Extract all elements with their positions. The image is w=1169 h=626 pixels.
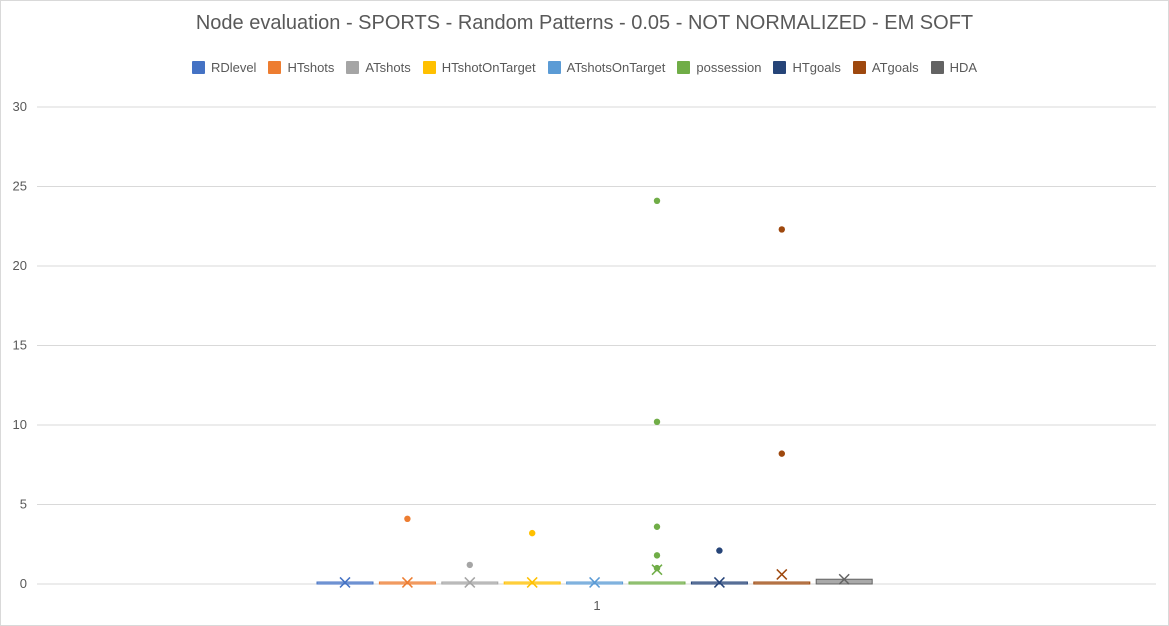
legend-label: HTshots [287,60,335,75]
mean-marker [526,576,538,588]
y-tick-label: 5 [20,497,27,512]
outlier-point [404,515,411,523]
outlier-point [653,418,661,426]
outlier-point [778,450,785,457]
outlier-point [653,552,661,559]
legend-swatch [191,61,205,74]
x-tick-label: 1 [593,598,600,613]
legend-item-htgoals: HTgoals [773,60,841,75]
legend-label: RDlevel [210,60,257,75]
outlier-point [529,529,536,537]
outlier-point [778,226,785,233]
y-tick-label: 10 [13,417,27,432]
legend-item-htshotontarget: HTshotOnTarget [422,60,536,75]
legend-swatch [268,61,282,74]
legend-swatch [677,61,691,74]
legend-swatch [773,61,787,74]
outlier-point [653,197,661,205]
legend-item-htshots: HTshots [268,60,334,75]
legend-item-atshotsontarget: ATshotsOnTarget [547,60,666,75]
mean-marker [776,568,788,580]
legend-item-possession: possession [677,60,761,75]
mean-marker [589,576,601,588]
y-tick-label: 0 [20,576,27,591]
y-tick-label: 25 [13,179,27,194]
y-tick-label: 15 [13,338,27,353]
legend-swatch [346,61,360,74]
legend-label: ATshots [365,60,411,75]
legend-label: possession [696,60,762,75]
legend-swatch [852,61,866,74]
outlier-point [653,523,661,530]
mean-marker [401,576,413,588]
legend-label: HTshotOnTarget [441,60,536,75]
mean-marker [713,576,725,588]
legend-item-atgoals: ATgoals [852,60,919,75]
box-possession [628,581,686,585]
outlier-point [466,561,473,569]
box-atgoals [753,581,811,585]
y-tick-label: 30 [13,99,27,114]
legend-swatch [930,61,944,74]
outlier-point [653,564,661,572]
mean-marker [464,576,476,588]
y-tick-label: 20 [13,258,27,273]
legend-label: HTgoals [792,60,841,75]
mean-marker [339,576,351,588]
chart-legend: RDlevel HTshots ATshots HTshotOnTarget ATsho… [0,60,1169,75]
mean-marker [838,573,850,585]
outlier-point [716,547,723,554]
legend-item-rdlevel: RDlevel [191,60,257,75]
legend-swatch [422,61,436,74]
legend-swatch [547,61,561,74]
legend-item-atshots: ATshots [346,60,411,75]
legend-item-hda: HDA [930,60,978,75]
legend-label: ATgoals [871,60,919,75]
chart-title: Node evaluation - SPORTS - Random Patter… [195,12,974,34]
legend-label: ATshotsOnTarget [566,60,666,75]
legend-label: HDA [949,60,978,75]
